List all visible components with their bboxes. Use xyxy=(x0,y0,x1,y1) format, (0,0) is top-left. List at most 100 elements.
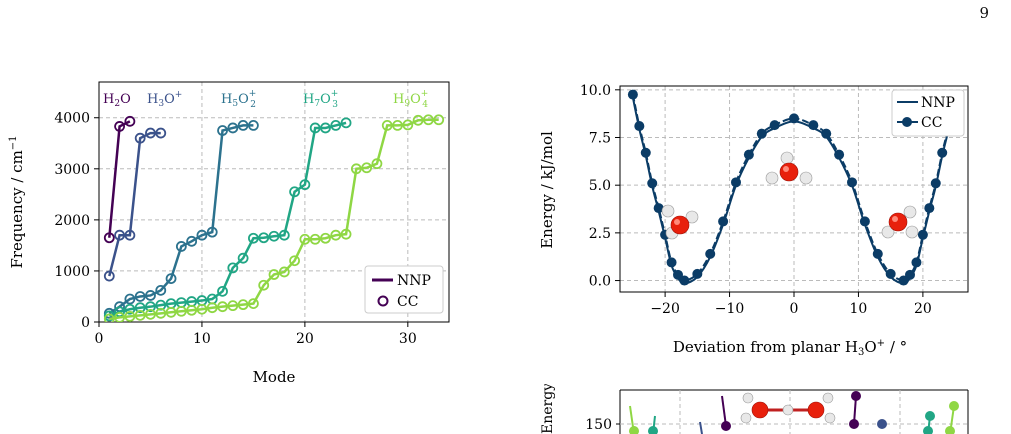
cc-data-point xyxy=(186,304,198,316)
annotation-h7o3: H7O+ 3 xyxy=(303,89,338,110)
cc-data-point xyxy=(258,232,270,244)
y-tick-label: 1000 xyxy=(54,264,90,280)
cc-data-point xyxy=(299,179,311,191)
frequency-axes: 0 10 20 30 0 1000 2000 3000 4000 xyxy=(54,81,450,347)
cc-data-point xyxy=(124,115,136,127)
cc-data-point xyxy=(402,119,414,131)
cc-data-point xyxy=(350,163,362,175)
cc-data-point xyxy=(756,128,767,139)
cc-data-point xyxy=(217,285,228,297)
cc-data-point xyxy=(237,252,249,264)
bottom-lollipops xyxy=(629,391,959,434)
cc-data-point xyxy=(134,309,146,321)
x-tick-label: 10 xyxy=(193,331,211,347)
cc-data-point xyxy=(278,266,290,278)
cc-data-point xyxy=(248,232,259,244)
cc-data-point xyxy=(124,293,136,305)
cc-data-point xyxy=(134,302,146,314)
x-tick-label: 30 xyxy=(399,331,417,347)
cc-data-point xyxy=(330,229,342,241)
cc-data-point xyxy=(206,226,218,238)
cc-data-point xyxy=(885,268,896,279)
cc-data-point xyxy=(124,303,136,315)
cc-data-point xyxy=(320,122,331,134)
y-tick-label: 2.5 xyxy=(589,226,611,242)
cc-data-point xyxy=(155,307,167,319)
energy-chart: −20 −10 0 10 20 0.0 2.5 5.0 7.5 10.0 NNP CC Devia… xyxy=(540,83,969,358)
molecule-right-icon xyxy=(881,205,919,239)
cc-data-point xyxy=(165,306,177,318)
cc-data-point xyxy=(381,120,393,131)
cc-data-point xyxy=(423,114,434,126)
frequency-annotations: H2O H3O+ H5O+ 2 H7O+ 3 H9O+ 4 xyxy=(103,89,428,110)
cc-data-point xyxy=(165,273,177,284)
annotation-h9o4: H9O+ 4 xyxy=(393,89,428,110)
y-tick-label: 3000 xyxy=(54,162,90,178)
x-tick-label: 20 xyxy=(914,301,932,317)
cc-data-point xyxy=(145,127,156,139)
cc-data-point xyxy=(718,216,729,227)
cc-data-point xyxy=(666,257,677,268)
annotation-h3o: H3O+ xyxy=(147,90,182,109)
bottom-molecule-icon xyxy=(740,392,836,424)
legend-cc-label: CC xyxy=(921,115,942,131)
cc-data-point xyxy=(134,291,146,302)
cc-data-point xyxy=(872,248,883,259)
cc-data-point xyxy=(898,275,909,286)
cc-data-point xyxy=(789,113,799,124)
cc-data-point xyxy=(258,279,270,291)
cc-data-point xyxy=(392,120,403,131)
cc-data-point xyxy=(114,312,125,322)
cc-data-point xyxy=(705,248,716,259)
legend-nnp-label: NNP xyxy=(921,95,955,111)
cc-data-point xyxy=(653,203,664,214)
cc-data-point xyxy=(320,232,331,244)
cc-data-point xyxy=(834,149,845,160)
cc-data-point xyxy=(911,257,922,268)
frequency-series xyxy=(103,114,445,322)
cc-data-point xyxy=(196,229,208,241)
nnp-series-line xyxy=(108,124,254,315)
bottom-ylabel: Energy / kJ/mol xyxy=(540,384,556,434)
plot-frame xyxy=(98,81,450,323)
cc-data-point xyxy=(268,230,280,242)
cc-data-point xyxy=(289,186,300,198)
cc-data-point xyxy=(731,177,741,188)
cc-data-point xyxy=(103,310,115,322)
energy-ylabel: Energy / kJ/mol xyxy=(540,131,556,249)
y-tick-label: 4000 xyxy=(54,111,90,127)
frequency-xlabel: Mode xyxy=(253,368,296,386)
cc-data-point xyxy=(937,147,948,158)
cc-data-point xyxy=(145,301,156,313)
energy-legend: NNP CC xyxy=(891,89,965,137)
cc-data-point xyxy=(309,233,321,245)
molecule-left-icon xyxy=(661,204,699,240)
legend-cc-label: CC xyxy=(397,294,418,310)
frequency-ylabel: Frequency / cm−1 xyxy=(8,135,26,268)
cc-data-point xyxy=(905,269,915,280)
y-tick-label: 0.0 xyxy=(589,274,611,290)
cc-data-point xyxy=(743,149,754,160)
cc-data-point xyxy=(186,235,198,247)
cc-data-point xyxy=(196,303,208,315)
cc-data-point xyxy=(634,121,645,132)
cc-data-point xyxy=(227,122,239,134)
molecule-center-icon xyxy=(765,151,813,185)
cc-data-point xyxy=(412,114,424,126)
frequency-legend: NNP CC xyxy=(364,265,444,314)
cc-data-point xyxy=(103,270,115,282)
cc-data-point xyxy=(340,117,352,129)
cc-data-point xyxy=(340,228,352,240)
cc-data-point xyxy=(124,229,136,241)
nnp-series-line xyxy=(108,120,131,238)
x-tick-label: −20 xyxy=(650,301,680,317)
cc-data-point xyxy=(692,268,703,279)
cc-data-point xyxy=(859,216,870,227)
cc-data-point xyxy=(673,269,683,280)
cc-data-point xyxy=(930,178,941,189)
cc-data-point xyxy=(627,89,638,100)
cc-data-point xyxy=(248,298,259,310)
cc-data-point xyxy=(647,178,658,189)
cc-data-point xyxy=(217,301,228,313)
y-tick-label: 10.0 xyxy=(580,83,611,99)
